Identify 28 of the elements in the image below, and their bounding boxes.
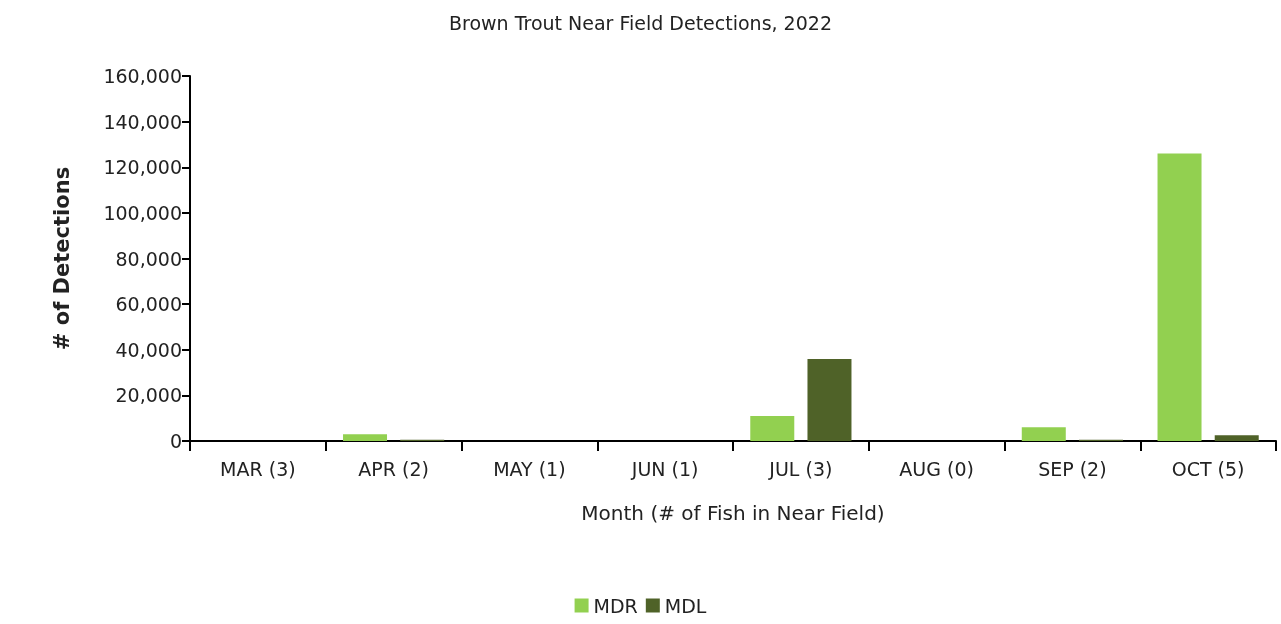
legend-label: MDR (593, 594, 638, 617)
x-axis-title: Month (# of Fish in Near Field) (581, 501, 885, 525)
y-tick-label: 40,000 (115, 338, 182, 361)
y-tick-label: 60,000 (115, 293, 182, 316)
chart-title: Brown Trout Near Field Detections, 2022 (449, 11, 832, 34)
x-tick-label: MAY (1) (493, 457, 566, 480)
legend-label: MDL (664, 594, 707, 617)
bar (807, 358, 852, 441)
x-tick-label: MAR (3) (220, 457, 296, 480)
x-tick-label: SEP (2) (1038, 457, 1107, 480)
bar (1214, 435, 1259, 441)
x-tick-label: AUG (0) (899, 457, 974, 480)
x-tick-label: OCT (5) (1171, 457, 1245, 480)
y-tick-label: 0 (169, 430, 182, 452)
bar (750, 415, 795, 441)
bar (1021, 427, 1066, 441)
y-tick-label: 80,000 (115, 247, 182, 270)
x-tick-label: JUL (3) (768, 457, 833, 480)
y-tick-label: 120,000 (103, 156, 182, 179)
y-axis-title: # of Detections (49, 166, 74, 351)
x-tick-label: JUN (1) (630, 457, 699, 480)
bar (1157, 153, 1202, 441)
x-tick-label: APR (2) (358, 457, 429, 480)
bar (343, 434, 388, 441)
y-tick-label: 160,000 (103, 65, 182, 87)
y-tick-label: 20,000 (115, 384, 182, 407)
y-tick-label: 140,000 (103, 110, 182, 133)
y-tick-label: 100,000 (103, 201, 182, 224)
